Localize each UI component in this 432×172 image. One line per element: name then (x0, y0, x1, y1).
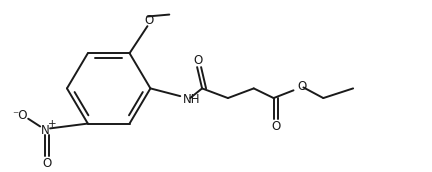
Text: O: O (145, 14, 154, 27)
Text: ⁻O: ⁻O (13, 109, 28, 122)
Text: O: O (271, 120, 280, 133)
Text: N: N (41, 124, 50, 137)
Text: +: + (48, 119, 56, 128)
Text: O: O (42, 157, 52, 170)
Text: NH: NH (183, 93, 201, 106)
Text: O: O (298, 80, 307, 93)
Text: O: O (194, 54, 203, 67)
